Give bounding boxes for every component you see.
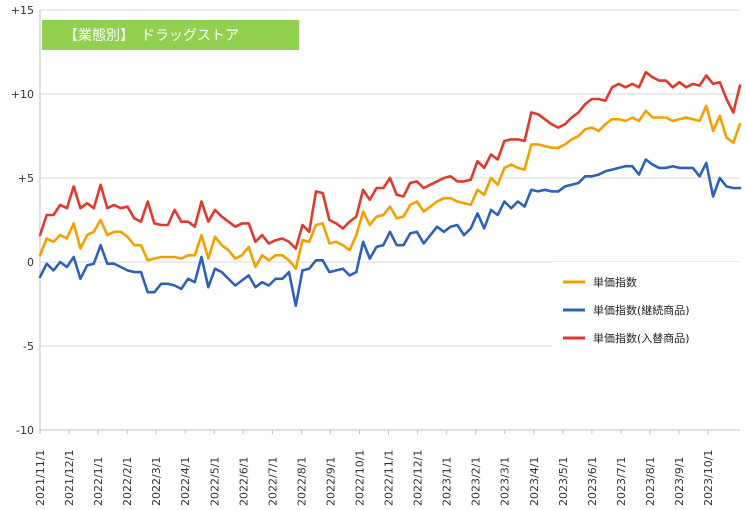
x-tick-label: 2022/6/1 — [237, 457, 250, 506]
legend-label-3: 単価指数(入替商品) — [593, 331, 690, 345]
x-tick-label: 2023/6/1 — [586, 457, 599, 506]
y-tick-label: 0 — [27, 256, 34, 269]
y-tick-label: -5 — [23, 340, 34, 353]
x-tick-label: 2023/3/1 — [499, 457, 512, 506]
x-tick-label: 2023/10/1 — [702, 450, 715, 506]
x-tick-label: 2022/12/1 — [412, 450, 425, 506]
x-tick-label: 2023/8/1 — [644, 457, 657, 506]
title-badge-box — [42, 20, 299, 50]
x-tick-label: 2021/11/1 — [34, 450, 47, 506]
series-line-3 — [38, 70, 742, 250]
x-tick-label: 2022/1/1 — [92, 457, 105, 506]
x-tick-label: 2022/8/1 — [295, 457, 308, 506]
chart-title: 【業態別】 ドラッグストア — [64, 28, 239, 44]
x-tick-label: 2022/7/1 — [266, 457, 279, 506]
x-tick-label: 2022/2/1 — [121, 457, 134, 506]
x-tick-label: 2022/11/1 — [383, 450, 396, 506]
x-tick-label: 2023/4/1 — [528, 457, 541, 506]
legend-label-1: 単価指数 — [593, 275, 637, 289]
x-axis: 2021/11/1 2021/12/1 2022/1/1 2022/2/1 2022/3… — [34, 430, 715, 506]
x-tick-label: 2023/9/1 — [673, 457, 686, 506]
x-tick-label: 2022/3/1 — [150, 457, 163, 506]
x-tick-label: 2022/9/1 — [324, 457, 337, 506]
y-tick-label: +5 — [18, 172, 34, 185]
legend-label-2: 単価指数(継続商品) — [593, 303, 690, 317]
series-line-2 — [38, 158, 742, 308]
x-tick-label: 2023/1/1 — [441, 457, 454, 506]
x-tick-label: 2022/5/1 — [208, 457, 221, 506]
y-tick-label: +15 — [11, 4, 34, 17]
x-tick-label: 2023/7/1 — [615, 457, 628, 506]
legend-box — [552, 262, 744, 348]
x-tick-label: 2023/5/1 — [557, 457, 570, 506]
x-tick-label: 2022/4/1 — [179, 457, 192, 506]
title-badge: 【業態別】 ドラッグストア — [42, 20, 299, 50]
x-tick-label: 2022/10/1 — [354, 450, 367, 506]
x-tick-label: 2023/2/1 — [470, 457, 483, 506]
y-axis: -10 -5 0 +5 +10 +15 — [11, 4, 740, 437]
series-lines — [38, 70, 742, 308]
x-tick-label: 2021/12/1 — [63, 450, 76, 506]
series-line-1 — [38, 104, 742, 271]
y-tick-label: +10 — [11, 88, 34, 101]
y-tick-label: -10 — [16, 424, 34, 437]
